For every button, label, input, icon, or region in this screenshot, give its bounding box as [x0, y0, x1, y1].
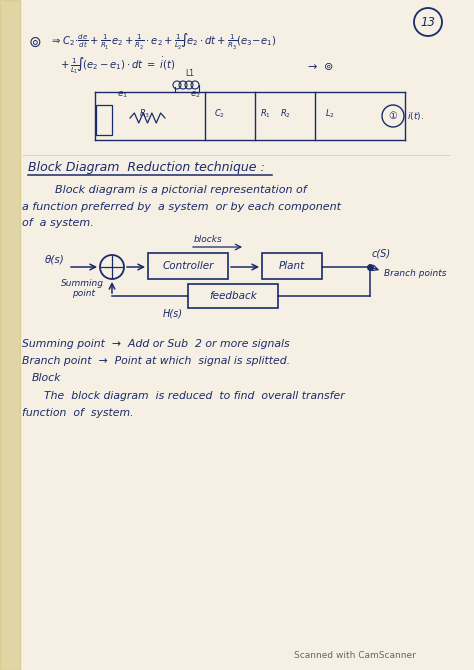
Text: $R_1$: $R_1$ [260, 108, 271, 120]
Text: $C_2$: $C_2$ [215, 108, 226, 120]
Text: of  a system.: of a system. [22, 218, 94, 228]
Bar [262, 253, 322, 279]
Text: L1: L1 [185, 69, 194, 78]
Text: a function preferred by  a system  or by each component: a function preferred by a system or by e… [22, 202, 341, 212]
Text: $R_2$: $R_2$ [280, 108, 291, 120]
Text: blocks: blocks [193, 234, 222, 243]
Bar [0, 0, 20, 670]
Text: $e_2$: $e_2$ [190, 90, 201, 100]
Text: point: point [73, 289, 95, 299]
Bar [96, 105, 112, 135]
Text: function  of  system.: function of system. [22, 408, 134, 418]
Text: θ(s): θ(s) [45, 254, 65, 264]
Text: H(s): H(s) [163, 309, 183, 319]
Text: Summing: Summing [61, 279, 103, 289]
Text: $\rightarrow\;\circledcirc$: $\rightarrow\;\circledcirc$ [305, 60, 334, 72]
Text: feedback: feedback [209, 291, 257, 301]
Text: Branch points: Branch points [384, 269, 447, 277]
Bar [148, 253, 228, 279]
Text: Branch point  →  Point at which  signal is splitted.: Branch point → Point at which signal is … [22, 356, 290, 366]
Text: $i(t).$: $i(t).$ [407, 110, 424, 122]
Text: c(S): c(S) [372, 249, 391, 259]
Text: Plant: Plant [279, 261, 305, 271]
Text: $L_2$: $L_2$ [325, 108, 335, 120]
Text: $\circledcirc$: $\circledcirc$ [28, 34, 41, 50]
Text: $R_3$: $R_3$ [139, 108, 151, 120]
Text: $+ \,\frac{1}{L_1}\!\int\!(e_2-e_1)\cdot dt \;=\; \dot{i}(t)$: $+ \,\frac{1}{L_1}\!\int\!(e_2-e_1)\cdot… [60, 56, 175, 76]
Text: Summing point  →  Add or Sub  2 or more signals: Summing point → Add or Sub 2 or more sig… [22, 339, 290, 349]
Text: $e_1$: $e_1$ [118, 90, 128, 100]
Text: The  block diagram  is reduced  to find  overall transfer: The block diagram is reduced to find ove… [44, 391, 345, 401]
Text: 13: 13 [420, 15, 436, 29]
Text: $\Rightarrow C_2\!\cdot\!\frac{de}{dt} + \frac{1}{R_1}\,e_2 + \frac{1}{R_2}\cdot: $\Rightarrow C_2\!\cdot\!\frac{de}{dt} +… [50, 32, 276, 52]
Text: Controller: Controller [162, 261, 214, 271]
Bar [188, 284, 278, 308]
Text: Block: Block [32, 373, 61, 383]
Text: ①: ① [389, 111, 397, 121]
Text: Scanned with CamScanner: Scanned with CamScanner [294, 651, 416, 661]
Text: $C_1$: $C_1$ [99, 114, 109, 126]
Text: Block diagram is a pictorial representation of: Block diagram is a pictorial representat… [55, 185, 307, 195]
Text: Block Diagram  Reduction technique :: Block Diagram Reduction technique : [28, 161, 265, 174]
